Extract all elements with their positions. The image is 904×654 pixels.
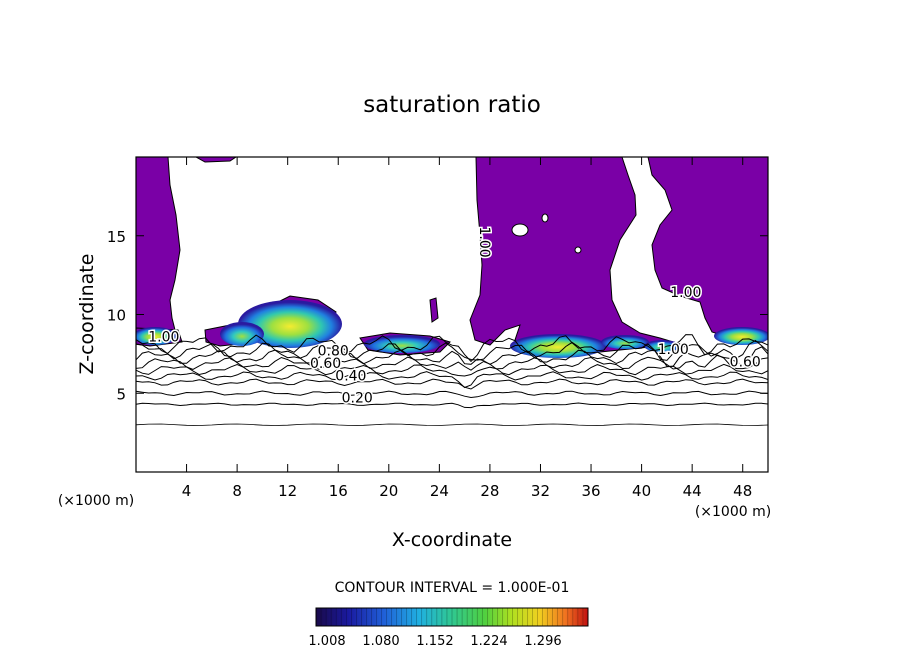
colorbar-tick-labels: 1.008 1.080 1.152 1.224 1.296 xyxy=(308,634,561,649)
contour-label: 1.00 xyxy=(476,226,492,257)
x-tick-label: 28 xyxy=(480,482,499,500)
contour-line xyxy=(136,390,768,399)
colorbar-stripes xyxy=(320,608,584,626)
core-1 xyxy=(238,300,342,348)
x-tick-label: 48 xyxy=(733,482,752,500)
core-3 xyxy=(136,327,177,345)
colorbar-tick-label: 1.224 xyxy=(470,634,507,649)
colorbar-tick-label: 1.008 xyxy=(308,634,345,649)
y-axis-ticks: 5 10 15 xyxy=(107,228,768,403)
contour-line xyxy=(136,334,768,363)
x-tick-label: 4 xyxy=(182,482,192,500)
contour-line xyxy=(136,339,768,361)
contour-line xyxy=(136,423,768,426)
colorbar-tick-label: 1.080 xyxy=(362,634,399,649)
y-tick-label: 5 xyxy=(116,385,126,403)
contour-label: 0.40 xyxy=(335,369,366,385)
x-axis-ticks: 4 8 12 16 20 24 28 32 36 40 44 48 xyxy=(182,157,752,500)
y-axis-label: Z-coordinate xyxy=(76,254,98,375)
contour-lines xyxy=(136,334,768,426)
contour-label: 0.60 xyxy=(730,354,761,370)
contour-labels: 0.200.400.600.801.001.001.001.000.60 xyxy=(147,225,763,408)
saturated-region-small xyxy=(429,297,439,323)
x-tick-label: 8 xyxy=(232,482,242,500)
x-tick-label: 20 xyxy=(379,482,398,500)
plot-area xyxy=(136,157,768,426)
contour-line xyxy=(136,354,768,371)
contour-line xyxy=(136,402,768,409)
x-tick-label: 12 xyxy=(278,482,297,500)
y-unit-label: (×1000 m) xyxy=(58,493,134,509)
saturated-region-left xyxy=(136,157,181,336)
core-5 xyxy=(510,334,606,358)
x-tick-label: 44 xyxy=(683,482,702,500)
x-unit-label: (×1000 m) xyxy=(695,504,771,520)
chart-title: saturation ratio xyxy=(363,92,541,118)
x-tick-label: 16 xyxy=(329,482,348,500)
contour-label: 0.60 xyxy=(310,356,341,372)
contour-interval: CONTOUR INTERVAL = 1.000E-01 xyxy=(335,580,570,596)
y-tick-label: 10 xyxy=(107,307,126,325)
unsaturated-holes xyxy=(511,213,582,254)
contour-label: 0.80 xyxy=(318,343,349,359)
saturated-region-center-right xyxy=(469,157,681,353)
contour-label: 1.00 xyxy=(670,285,701,301)
x-tick-label: 32 xyxy=(531,482,550,500)
colorbar: 1.008 1.080 1.152 1.224 1.296 xyxy=(308,607,589,649)
saturated-region-top-strip xyxy=(194,157,237,163)
colorbar-tick-label: 1.296 xyxy=(524,634,561,649)
x-tick-label: 36 xyxy=(581,482,600,500)
x-tick-label: 40 xyxy=(632,482,651,500)
saturated-region-right xyxy=(647,157,768,339)
contour-line xyxy=(136,378,768,390)
y-tick-label: 15 xyxy=(107,228,126,246)
colorbar-tick-label: 1.152 xyxy=(416,634,453,649)
contour-line xyxy=(136,371,768,389)
x-tick-label: 24 xyxy=(430,482,449,500)
x-axis-label: X-coordinate xyxy=(392,529,512,551)
contour-label: 1.00 xyxy=(658,342,689,358)
core-6 xyxy=(601,335,649,349)
core-2 xyxy=(220,322,264,346)
contour-label: 1.00 xyxy=(148,329,179,345)
contour-label: 0.20 xyxy=(342,391,373,407)
contour-line xyxy=(136,363,768,377)
